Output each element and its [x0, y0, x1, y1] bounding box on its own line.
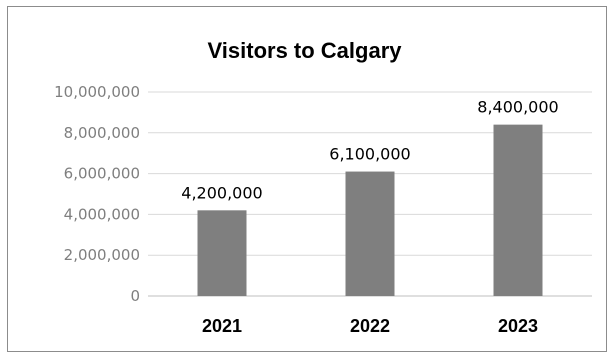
- bar: [197, 210, 247, 296]
- x-tick-label: 2023: [498, 316, 538, 336]
- x-tick-label: 2021: [202, 316, 242, 336]
- bar: [345, 171, 395, 296]
- y-tick-label: 4,000,000: [64, 205, 140, 223]
- y-tick-label: 8,000,000: [64, 124, 140, 142]
- bar: [493, 124, 543, 296]
- y-tick-label: 6,000,000: [64, 165, 140, 183]
- data-label: 4,200,000: [181, 183, 262, 202]
- y-tick-label: 0: [130, 287, 140, 305]
- chart-title: Visitors to Calgary: [207, 38, 402, 63]
- y-tick-label: 10,000,000: [54, 83, 140, 101]
- y-tick-label: 2,000,000: [64, 246, 140, 264]
- data-label: 8,400,000: [477, 98, 558, 117]
- x-tick-label: 2022: [350, 316, 390, 336]
- data-label: 6,100,000: [329, 145, 410, 164]
